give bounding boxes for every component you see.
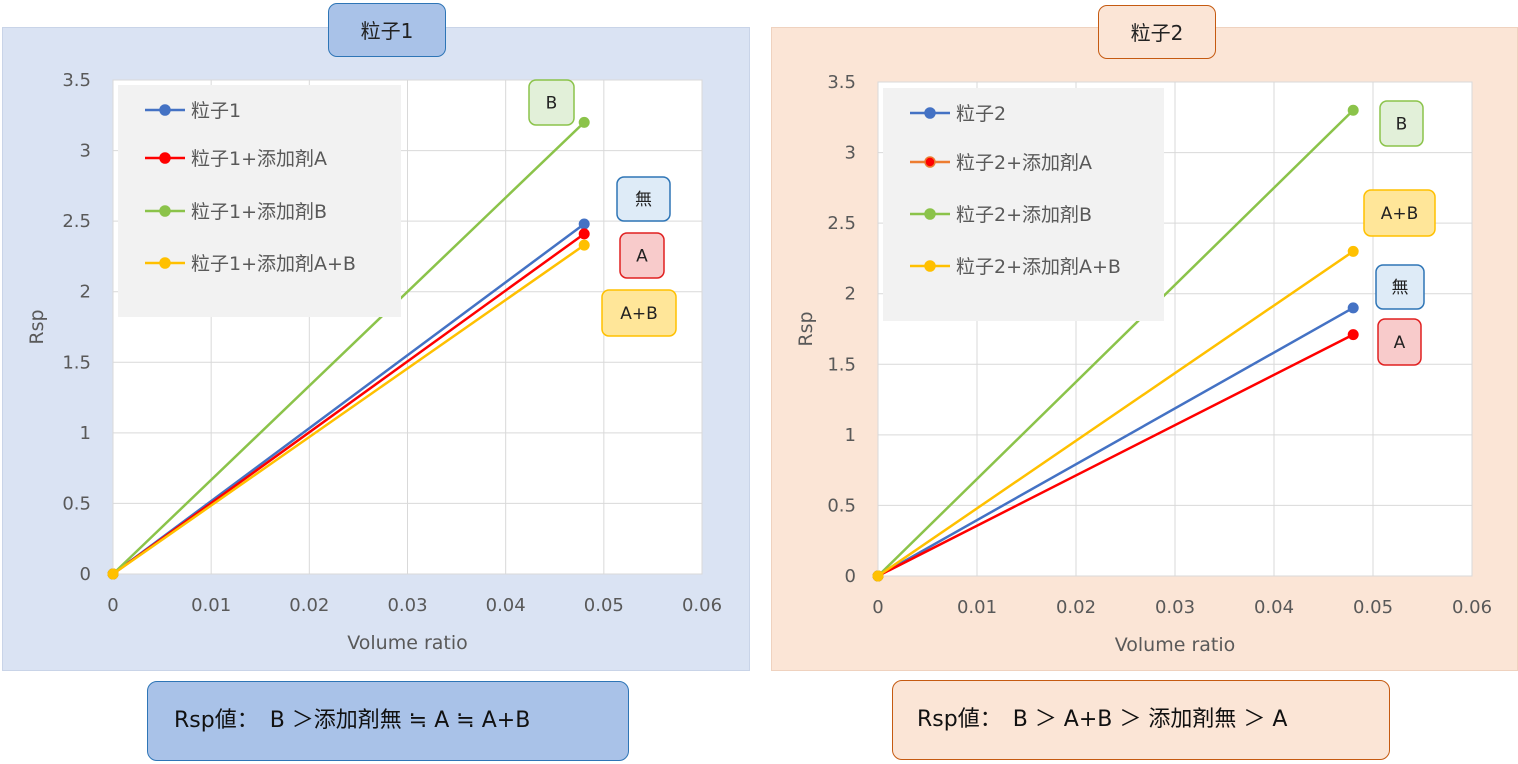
chart-2-y-tick-label: 3 bbox=[845, 143, 856, 164]
chart-2-callout-box bbox=[1377, 318, 1422, 366]
chart-1-legend-swatch-marker bbox=[159, 257, 171, 269]
chart-1-x-tick-label: 0.02 bbox=[289, 595, 329, 616]
chart-2-callout-label: B bbox=[1396, 115, 1408, 135]
summary-1: Rsp値： B ＞添加剤無 ≒ A ≒ A+B bbox=[147, 681, 629, 761]
chart-1-x-tick-label: 0.04 bbox=[486, 595, 526, 616]
chart-2-series-point-2 bbox=[1347, 329, 1359, 341]
chart-1-title: 粒子1 bbox=[328, 3, 446, 57]
chart-panel-2: 0 0.01 0.02 0.03 0.04 0.05 0.06 0 0.5 1 1.5 2 2.5 3 3.… bbox=[771, 27, 1518, 671]
chart-2-legend-swatch-marker bbox=[924, 208, 936, 220]
chart-1-series-point-4 bbox=[578, 239, 590, 251]
chart-1-y-tick-label: 3.5 bbox=[62, 70, 91, 91]
chart-2-series-point-4 bbox=[872, 570, 884, 582]
chart-1-series-line-1 bbox=[112, 222, 585, 576]
chart-1-y-tick-label: 3 bbox=[80, 141, 91, 162]
chart-1-y-tick-label: 2.5 bbox=[62, 211, 91, 232]
chart-2-series-line-3 bbox=[877, 109, 1355, 577]
chart-1-legend-swatch-marker bbox=[159, 205, 171, 217]
chart-1-series-line-2 bbox=[112, 232, 585, 576]
chart-2-y-axis-label: Rsp bbox=[795, 311, 817, 346]
chart-2-legend-label: 粒子2+添加剤B bbox=[956, 204, 1092, 226]
chart-1-legend-label: 粒子1 bbox=[191, 100, 241, 122]
chart-2-x-axis-label: Volume ratio bbox=[1115, 634, 1236, 656]
chart-2-legend bbox=[883, 88, 1164, 321]
chart-2-x-tick-label: 0.05 bbox=[1353, 597, 1393, 618]
chart-1-legend-label: 粒子1+添加剤B bbox=[191, 201, 327, 223]
chart-2-legend-label: 粒子2+添加剤A+B bbox=[956, 256, 1121, 278]
chart-2-title: 粒子2 bbox=[1098, 5, 1216, 59]
chart-2-series-point-1 bbox=[1347, 302, 1359, 314]
chart-2-x-tick-label: 0 bbox=[872, 597, 883, 618]
chart-2-series-point-3 bbox=[1347, 104, 1359, 116]
chart-1-callout-label: A+B bbox=[620, 304, 658, 324]
chart-1-x-tick-label: 0.05 bbox=[584, 595, 624, 616]
chart-1-x-tick-label: 0.06 bbox=[682, 595, 722, 616]
chart-2-x-tick-label: 0.04 bbox=[1254, 597, 1294, 618]
chart-2-y-tick-label: 3.5 bbox=[827, 72, 856, 93]
summary-2: Rsp値： B ＞ A+B ＞ 添加剤無 ＞ A bbox=[892, 680, 1390, 760]
chart-1-series-point-4 bbox=[107, 568, 119, 580]
chart-2-x-tick-label: 0.02 bbox=[1056, 597, 1096, 618]
chart-2-callout-label: A+B bbox=[1381, 204, 1419, 224]
chart-1-callout-box bbox=[528, 79, 575, 126]
chart-2-y-tick-label: 0 bbox=[845, 566, 856, 587]
chart-2-callout-label: A bbox=[1394, 333, 1406, 353]
chart-1-y-tick-label: 1 bbox=[80, 423, 91, 444]
chart-2-callout-box bbox=[1375, 264, 1425, 310]
chart-1-series-line-4 bbox=[112, 244, 585, 576]
chart-1-legend-label: 粒子1+添加剤A+B bbox=[191, 253, 356, 275]
chart-2-callout-box bbox=[1379, 100, 1424, 147]
chart-2-series-line-1 bbox=[877, 306, 1354, 578]
chart-1-legend-swatch-marker bbox=[159, 104, 171, 116]
chart-2-y-tick-label: 2.5 bbox=[827, 213, 856, 234]
chart-2-series-line-4 bbox=[877, 250, 1354, 578]
chart-2-legend-swatch-marker bbox=[924, 260, 936, 272]
chart-2-y-tick-label: 1.5 bbox=[827, 354, 856, 375]
chart-1-y-tick-label: 2 bbox=[80, 282, 91, 303]
chart-2-callout-box bbox=[1363, 189, 1436, 237]
chart-1-x-tick-label: 0.01 bbox=[191, 595, 231, 616]
chart-2-legend-swatch-marker bbox=[924, 107, 936, 119]
chart-2-series-line-2 bbox=[877, 333, 1354, 578]
chart-1-series-point-3 bbox=[578, 116, 590, 128]
chart-2-legend-label: 粒子2 bbox=[956, 103, 1006, 125]
chart-2-x-tick-label: 0.01 bbox=[957, 597, 997, 618]
chart-1-callout-box bbox=[601, 289, 677, 337]
chart-1-callout-label: B bbox=[546, 94, 558, 114]
chart-2-y-tick-label: 1 bbox=[845, 425, 856, 446]
chart-1-series-point-2 bbox=[578, 228, 590, 240]
chart-1-y-axis-label: Rsp bbox=[26, 309, 48, 344]
chart-2-series-point-4 bbox=[1347, 245, 1359, 257]
chart-1-x-tick-label: 0 bbox=[107, 595, 118, 616]
chart-1-series-point-1 bbox=[578, 218, 590, 230]
chart-1-y-tick-label: 1.5 bbox=[62, 352, 91, 373]
chart-1-callout-box bbox=[616, 176, 671, 222]
chart-1-callout-box bbox=[619, 232, 665, 279]
chart-panel-1: 0 0.01 0.02 0.03 0.04 0.05 0.06 0 0.5 1 1.5 2 2.5 3 3.… bbox=[2, 27, 750, 671]
chart-2-y-tick-label: 2 bbox=[845, 284, 856, 305]
chart-2-svg: 0 0.01 0.02 0.03 0.04 0.05 0.06 0 0.5 1 1.5 2 2.5 3 3.… bbox=[795, 72, 1492, 656]
chart-1-legend bbox=[118, 85, 401, 317]
chart-2-x-tick-label: 0.03 bbox=[1155, 597, 1195, 618]
chart-1-series-line-3 bbox=[112, 121, 586, 575]
chart-1-legend-label: 粒子1+添加剤A bbox=[191, 148, 327, 170]
chart-1-y-tick-label: 0 bbox=[80, 564, 91, 585]
chart-2-legend-label: 粒子2+添加剤A bbox=[956, 152, 1092, 174]
chart-2-x-tick-label: 0.06 bbox=[1452, 597, 1492, 618]
chart-1-legend-swatch-marker bbox=[159, 152, 171, 164]
chart-2-legend-swatch-marker bbox=[924, 156, 936, 168]
chart-2-y-tick-label: 0.5 bbox=[827, 495, 856, 516]
chart-1-y-tick-label: 0.5 bbox=[62, 493, 91, 514]
chart-1-svg: 0 0.01 0.02 0.03 0.04 0.05 0.06 0 0.5 1 1.5 2 2.5 3 3.… bbox=[26, 70, 722, 654]
chart-1-x-axis-label: Volume ratio bbox=[347, 632, 468, 654]
chart-1-callout-label: A bbox=[636, 247, 648, 267]
chart-2-callout-label: 無 bbox=[1392, 278, 1409, 298]
chart-1-x-tick-label: 0.03 bbox=[387, 595, 427, 616]
chart-1-callout-label: 無 bbox=[635, 190, 652, 210]
